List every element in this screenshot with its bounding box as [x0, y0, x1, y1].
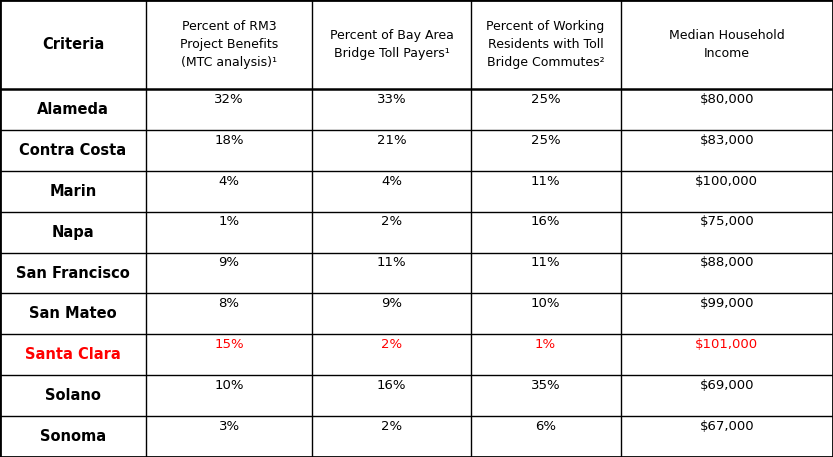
Text: 9%: 9%	[381, 297, 402, 310]
Text: $83,000: $83,000	[700, 133, 754, 147]
Text: 3%: 3%	[218, 420, 240, 433]
Text: Marin: Marin	[49, 184, 97, 199]
Text: 21%: 21%	[377, 133, 407, 147]
Text: 16%: 16%	[531, 215, 561, 228]
Text: San Francisco: San Francisco	[16, 266, 130, 281]
Text: $99,000: $99,000	[700, 297, 754, 310]
Text: 8%: 8%	[218, 297, 240, 310]
Text: Santa Clara: Santa Clara	[25, 347, 121, 362]
Text: $101,000: $101,000	[696, 338, 758, 351]
Text: 15%: 15%	[214, 338, 244, 351]
Text: Median Household
Income: Median Household Income	[669, 29, 785, 60]
Text: $100,000: $100,000	[696, 175, 758, 187]
Text: Napa: Napa	[52, 225, 94, 239]
Text: Contra Costa: Contra Costa	[19, 143, 127, 158]
Text: 4%: 4%	[218, 175, 240, 187]
Text: 9%: 9%	[218, 256, 240, 269]
Text: Percent of Working
Residents with Toll
Bridge Commutes²: Percent of Working Residents with Toll B…	[486, 20, 605, 69]
Text: Solano: Solano	[45, 388, 101, 403]
Text: 1%: 1%	[535, 338, 556, 351]
Text: 25%: 25%	[531, 93, 561, 106]
Text: 2%: 2%	[381, 420, 402, 433]
Text: Criteria: Criteria	[42, 37, 104, 52]
Text: 2%: 2%	[381, 215, 402, 228]
Text: 35%: 35%	[531, 379, 561, 392]
Text: 6%: 6%	[535, 420, 556, 433]
Text: $80,000: $80,000	[700, 93, 754, 106]
Text: Percent of RM3
Project Benefits
(MTC analysis)¹: Percent of RM3 Project Benefits (MTC ana…	[180, 20, 278, 69]
Text: 32%: 32%	[214, 93, 244, 106]
Text: 10%: 10%	[531, 297, 561, 310]
Text: 16%: 16%	[377, 379, 407, 392]
Text: $75,000: $75,000	[700, 215, 754, 228]
Text: $67,000: $67,000	[700, 420, 754, 433]
Text: 1%: 1%	[218, 215, 240, 228]
Text: 2%: 2%	[381, 338, 402, 351]
Text: $69,000: $69,000	[700, 379, 754, 392]
Text: 33%: 33%	[377, 93, 407, 106]
Text: 25%: 25%	[531, 133, 561, 147]
Text: Percent of Bay Area
Bridge Toll Payers¹: Percent of Bay Area Bridge Toll Payers¹	[330, 29, 453, 60]
Text: Alameda: Alameda	[37, 102, 109, 117]
Text: 4%: 4%	[381, 175, 402, 187]
Text: 11%: 11%	[531, 175, 561, 187]
Text: 11%: 11%	[531, 256, 561, 269]
Text: Sonoma: Sonoma	[40, 429, 106, 444]
Text: $88,000: $88,000	[700, 256, 754, 269]
Text: 18%: 18%	[214, 133, 244, 147]
Text: 10%: 10%	[214, 379, 244, 392]
Text: San Mateo: San Mateo	[29, 307, 117, 321]
Text: 11%: 11%	[377, 256, 407, 269]
